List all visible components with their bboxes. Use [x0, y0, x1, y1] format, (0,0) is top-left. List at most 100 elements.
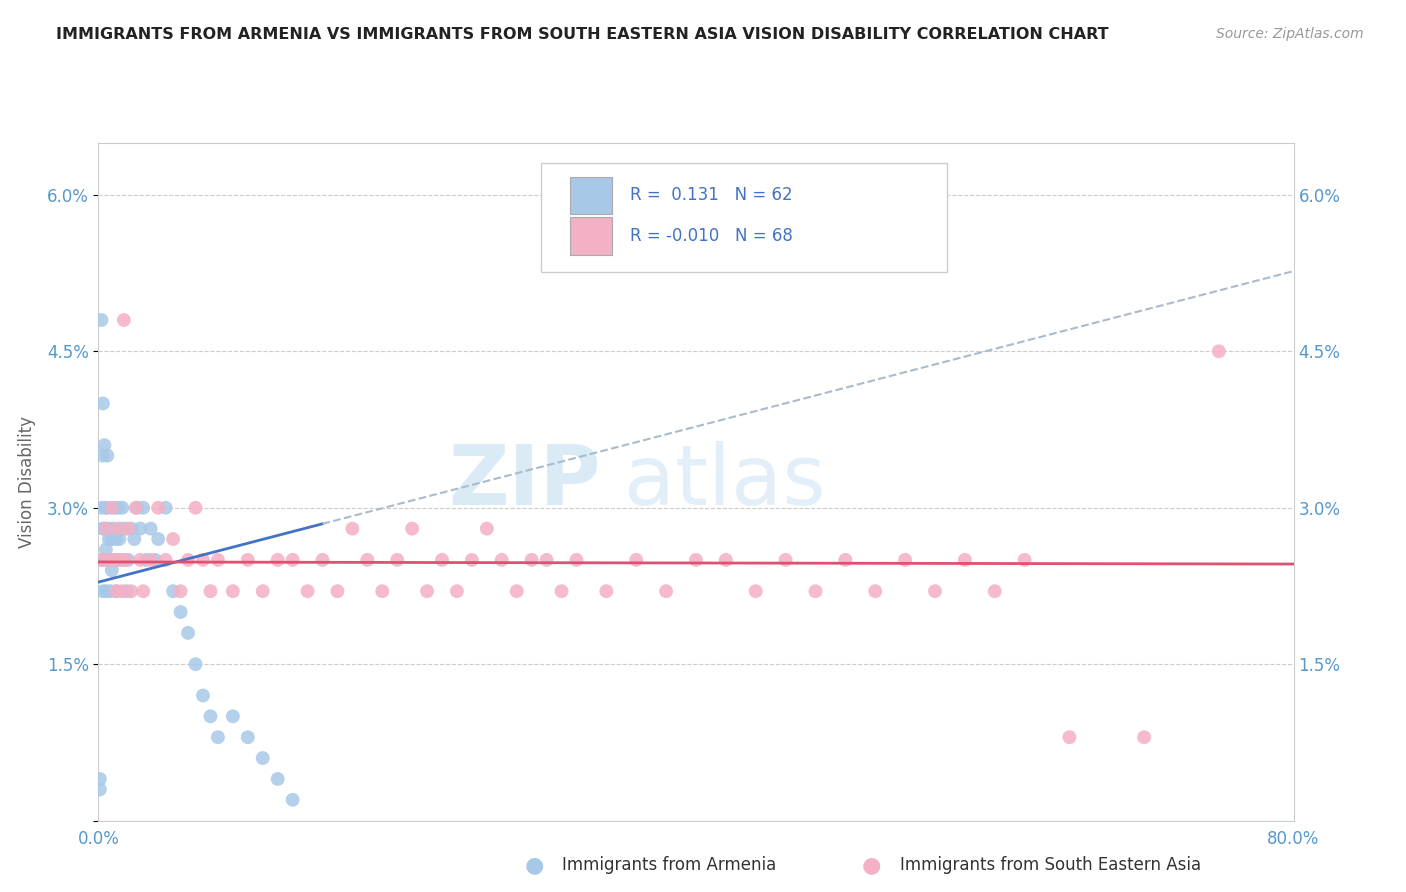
Point — [90, 553, 112, 567]
Point — [115, 584, 138, 599]
Text: R = -0.010   N = 68: R = -0.010 N = 68 — [630, 227, 793, 245]
Point — [110, 522, 132, 536]
Point — [191, 689, 214, 703]
Point — [595, 584, 617, 599]
Point — [101, 532, 124, 546]
Point — [169, 584, 191, 599]
Point — [267, 553, 290, 567]
Point — [132, 500, 155, 515]
Point — [685, 553, 707, 567]
Point — [120, 522, 142, 536]
Point — [112, 553, 135, 567]
Point — [110, 553, 132, 567]
Point — [184, 657, 207, 672]
Point — [120, 584, 142, 599]
Point — [177, 626, 200, 640]
Point — [894, 553, 917, 567]
Point — [984, 584, 1007, 599]
Point — [834, 553, 856, 567]
Point — [356, 553, 378, 567]
Point — [105, 584, 128, 599]
Text: Source: ZipAtlas.com: Source: ZipAtlas.com — [1216, 27, 1364, 41]
Point — [162, 584, 184, 599]
Point — [953, 553, 976, 567]
Point — [550, 584, 572, 599]
Text: Immigrants from South Eastern Asia: Immigrants from South Eastern Asia — [900, 856, 1201, 874]
Point — [94, 542, 117, 557]
Point — [169, 605, 191, 619]
Point — [565, 553, 588, 567]
Point — [1059, 730, 1081, 744]
Point — [430, 553, 453, 567]
Point — [96, 500, 118, 515]
Point — [94, 500, 117, 515]
Point — [222, 709, 245, 723]
Point — [626, 553, 648, 567]
Point — [446, 584, 468, 599]
Point — [97, 553, 120, 567]
Point — [148, 532, 170, 546]
Point — [89, 782, 111, 797]
Point — [97, 532, 120, 546]
Point — [90, 313, 112, 327]
Point — [155, 553, 177, 567]
Point — [103, 553, 125, 567]
Point — [655, 584, 678, 599]
Point — [267, 772, 290, 786]
Point — [94, 584, 117, 599]
Point — [326, 584, 349, 599]
Point — [93, 438, 115, 452]
Point — [162, 532, 184, 546]
Point — [107, 553, 129, 567]
Point — [101, 500, 124, 515]
Point — [1208, 344, 1230, 359]
Point — [94, 522, 117, 536]
Point — [1133, 730, 1156, 744]
Point — [461, 553, 484, 567]
Point — [127, 500, 149, 515]
Point — [475, 522, 498, 536]
Point — [111, 500, 134, 515]
Text: ●: ● — [862, 855, 882, 875]
Point — [105, 532, 128, 546]
Point — [139, 522, 162, 536]
Point — [236, 553, 259, 567]
Point — [129, 522, 152, 536]
Point — [117, 522, 139, 536]
Point — [93, 553, 115, 567]
Point — [191, 553, 214, 567]
Y-axis label: Vision Disability: Vision Disability — [18, 416, 35, 548]
Point — [491, 553, 513, 567]
Point — [101, 563, 124, 577]
Point — [416, 584, 439, 599]
Text: Immigrants from Armenia: Immigrants from Armenia — [562, 856, 776, 874]
Point — [96, 449, 118, 463]
Point — [401, 522, 423, 536]
Point — [371, 584, 394, 599]
Text: atlas: atlas — [624, 442, 825, 522]
Point — [104, 553, 127, 567]
Point — [125, 500, 148, 515]
Point — [100, 584, 122, 599]
Point — [107, 522, 129, 536]
Point — [200, 709, 222, 723]
Point — [155, 500, 177, 515]
Point — [91, 553, 114, 567]
Point — [135, 553, 157, 567]
Point — [91, 396, 114, 410]
Point — [520, 553, 543, 567]
Point — [90, 500, 112, 515]
Point — [714, 553, 737, 567]
Point — [385, 553, 409, 567]
Point — [108, 532, 131, 546]
Point — [97, 522, 120, 536]
Point — [132, 584, 155, 599]
Point — [114, 553, 136, 567]
Point — [114, 522, 136, 536]
Text: IMMIGRANTS FROM ARMENIA VS IMMIGRANTS FROM SOUTH EASTERN ASIA VISION DISABILITY : IMMIGRANTS FROM ARMENIA VS IMMIGRANTS FR… — [56, 27, 1109, 42]
Point — [184, 500, 207, 515]
Point — [745, 584, 768, 599]
Point — [342, 522, 364, 536]
Point — [143, 553, 166, 567]
Point — [281, 793, 304, 807]
